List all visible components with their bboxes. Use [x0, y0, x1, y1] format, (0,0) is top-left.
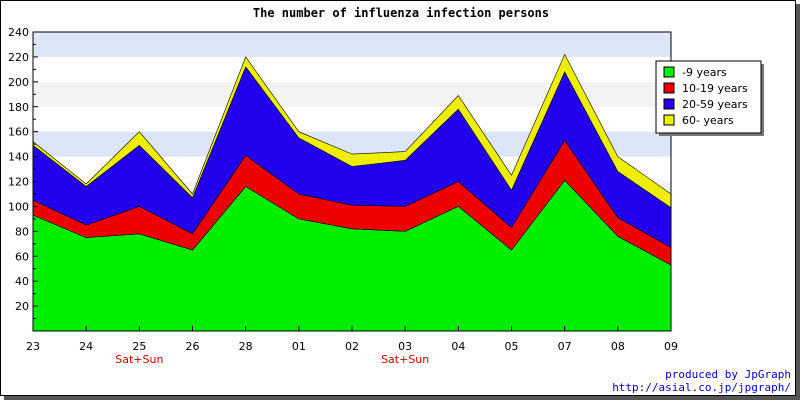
legend-swatch	[663, 114, 675, 126]
x-tick-label: 24	[79, 340, 93, 353]
y-tick-label: 180	[8, 101, 29, 114]
x-tick-label: 23	[26, 340, 40, 353]
x-tick-label: 02	[345, 340, 359, 353]
x-tick-label: 28	[239, 340, 253, 353]
legend-swatch	[663, 98, 675, 110]
legend-label: 10-19 years	[682, 82, 748, 95]
y-tick-label: 160	[8, 126, 29, 139]
y-tick-label: 140	[8, 151, 29, 164]
credit-link[interactable]: http://asial.co.jp/jpgraph/	[612, 381, 791, 394]
x-tick-label: 03	[398, 340, 412, 353]
legend-swatch	[663, 66, 675, 78]
x-tick-label: 25	[132, 340, 146, 353]
y-tick-label: 240	[8, 26, 29, 39]
credit-line-1: produced by JpGraph	[665, 368, 791, 381]
x-tick-label: 08	[611, 340, 625, 353]
x-tick-label: 26	[186, 340, 200, 353]
x-tick-label: 01	[292, 340, 306, 353]
x-note-label: Sat+Sun	[115, 353, 163, 366]
legend: -9 years 10-19 years 20-59 years 60- years	[655, 60, 764, 136]
y-tick-label: 120	[8, 176, 29, 189]
legend-label: -9 years	[682, 66, 727, 79]
y-tick-label: 20	[15, 300, 29, 313]
x-tick-label: 09	[664, 340, 678, 353]
x-tick-label: 04	[451, 340, 465, 353]
legend-label: 20-59 years	[682, 98, 748, 111]
chart-title: The number of influenza infection person…	[253, 6, 549, 20]
y-tick-label: 40	[15, 275, 29, 288]
grid-band	[33, 32, 671, 57]
y-tick-label: 220	[8, 51, 29, 64]
y-tick-label: 60	[15, 250, 29, 263]
y-tick-label: 80	[15, 225, 29, 238]
legend-swatch	[663, 82, 675, 94]
y-tick-label: 200	[8, 76, 29, 89]
x-tick-label: 05	[505, 340, 519, 353]
y-tick-label: 100	[8, 200, 29, 213]
x-note-label: Sat+Sun	[381, 353, 429, 366]
x-tick-label: 07	[558, 340, 572, 353]
legend-label: 60- years	[682, 114, 734, 127]
